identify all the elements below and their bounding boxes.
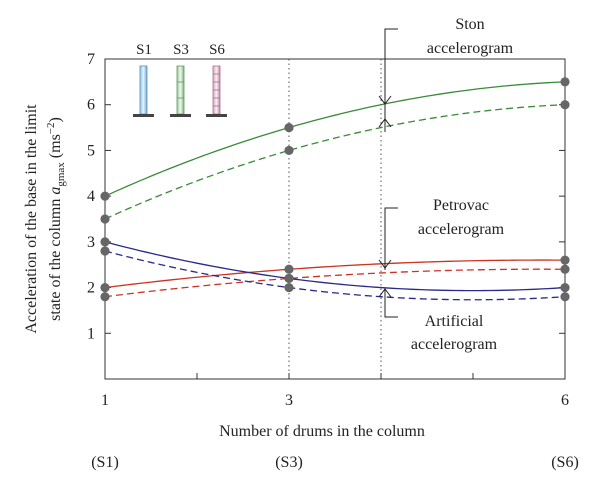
y-tick-label-3: 4 [87, 188, 95, 205]
x-secondary-label-2: (S6) [551, 454, 579, 471]
x-secondary-label-0: (S1) [91, 454, 119, 471]
y-axis-label-line1: Acceleration of the base in the limit [23, 104, 40, 334]
grid-lines [288, 59, 382, 379]
column-label-s6: S6 [209, 42, 225, 58]
ston-label-line2: accelerogram [427, 40, 514, 57]
data-point-0-0 [100, 191, 110, 201]
data-point-2-0 [100, 282, 110, 293]
data-point-4-1 [284, 273, 294, 284]
series-line-5 [104, 250, 566, 301]
x-tick-label-0: 1 [101, 392, 109, 409]
y-axis-label-subscript: gmax [55, 162, 67, 187]
column-icon-s3 [170, 65, 191, 117]
x-axis-label: Number of drums in the column [219, 423, 425, 440]
ston-label-line1: Ston [455, 16, 484, 33]
data-point-5-2 [560, 292, 570, 302]
series-line-1 [104, 104, 566, 220]
data-point-5-1 [284, 282, 294, 293]
data-point-5-0 [100, 246, 110, 256]
ston-callout [378, 28, 398, 132]
plot-frame [104, 58, 566, 380]
y-tick-label-0: 1 [87, 325, 95, 342]
axis-ticks [104, 58, 566, 379]
column-icon-s1 [133, 65, 154, 117]
data-point-0-1 [284, 122, 294, 133]
artificial-callout [378, 288, 398, 318]
series-line-2 [104, 259, 566, 289]
petrovac-label-line1: Petrovac [433, 197, 489, 214]
y-axis-label-symbol: a [47, 187, 64, 195]
data-point-0-2 [560, 77, 570, 87]
x-secondary-label-1: (S3) [275, 454, 303, 471]
data-point-4-2 [560, 282, 570, 293]
x-tick-label-1: 3 [285, 392, 293, 409]
data-point-4-0 [100, 237, 110, 247]
data-point-1-1 [284, 145, 294, 156]
tick-labels: 1 2 3 4 5 6 7 1 (S1) 3 (S3) 6 (S6) [87, 51, 579, 471]
petrovac-label-line2: accelerogram [418, 221, 505, 238]
y-tick-label-5: 6 [87, 97, 95, 114]
column-icon-s6 [206, 65, 227, 117]
artificial-label-line2: accelerogram [411, 336, 498, 353]
y-tick-label-2: 3 [87, 234, 95, 251]
artificial-label-line1: Artificial [425, 313, 484, 330]
x-tick-label-2: 6 [561, 392, 569, 409]
column-label-s1: S1 [136, 42, 152, 58]
y-axis-label-unit-close: ) [47, 117, 64, 122]
y-axis-label-unit-exp: −2 [45, 122, 57, 134]
column-label-s3: S3 [173, 42, 189, 58]
series-line-4 [104, 241, 566, 292]
petrovac-callout [378, 207, 398, 270]
series-line-3 [104, 268, 566, 298]
data-point-1-0 [100, 214, 110, 224]
y-tick-label-1: 2 [87, 280, 95, 297]
y-axis-label-line2: state of the column agmax (ms−2) [45, 117, 67, 321]
y-axis-label-unit-open: (ms [47, 134, 64, 162]
y-axis-label-prefix: state of the column [47, 195, 64, 321]
y-tick-label-6: 7 [87, 51, 95, 68]
y-tick-label-4: 5 [87, 142, 95, 159]
data-point-2-1 [284, 264, 294, 274]
series-line-0 [104, 81, 566, 197]
data-point-3-2 [560, 264, 570, 274]
data-point-2-2 [560, 255, 570, 265]
data-point-3-0 [100, 292, 110, 302]
data-point-1-2 [560, 100, 570, 110]
series-layer [100, 77, 570, 302]
